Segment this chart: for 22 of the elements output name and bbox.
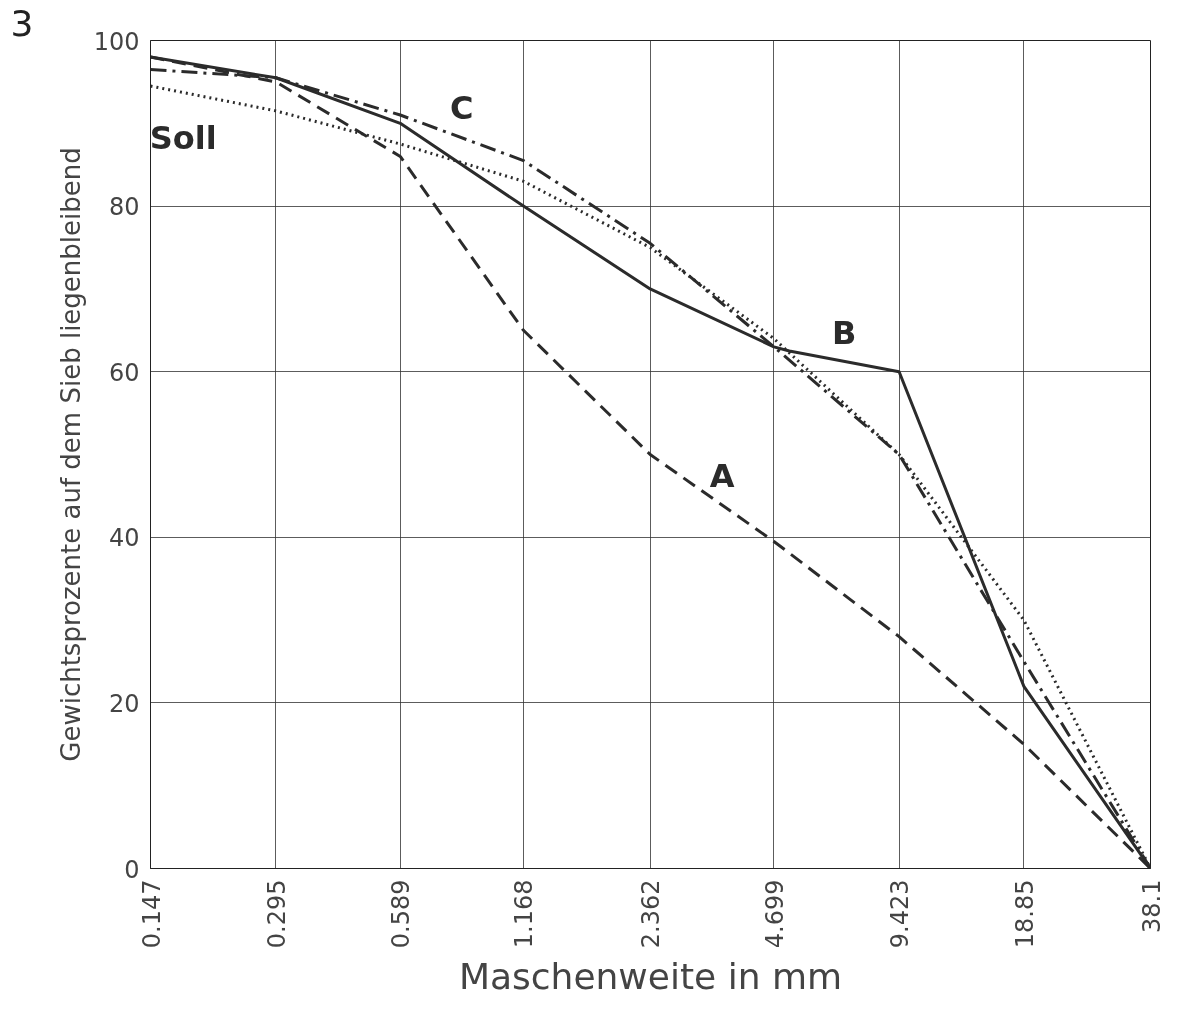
x-tick-label: 38.1	[1137, 879, 1166, 933]
x-axis-title: Maschenweite in mm	[458, 956, 843, 998]
x-tick-label: 4.699	[760, 879, 789, 949]
x-tick-label: 0.295	[262, 879, 291, 949]
y-tick-label: 80	[108, 193, 140, 222]
x-tick-label: 1.168	[510, 879, 539, 949]
text: 3	[10, 2, 34, 44]
y-axis-title: Gewichtsprozente auf dem Sieb liegenbleibend	[55, 147, 86, 762]
series-label: B	[832, 314, 857, 353]
x-tick-label: 9.423	[886, 879, 915, 949]
series-label: A	[709, 456, 735, 495]
series-label: Soll	[149, 119, 217, 158]
y-tick-label: 40	[108, 524, 140, 553]
x-tick-label: 2.362	[637, 879, 666, 949]
x-tick-label: 0.147	[137, 879, 166, 949]
x-tick-label: 18.85	[1010, 879, 1039, 949]
y-tick-label: 60	[108, 358, 140, 387]
x-tick-label: 0.589	[387, 879, 416, 949]
y-tick-label: 0	[124, 855, 140, 884]
y-tick-label: 20	[108, 689, 140, 718]
series-label: C	[450, 88, 474, 127]
y-tick-label: 100	[93, 27, 140, 56]
